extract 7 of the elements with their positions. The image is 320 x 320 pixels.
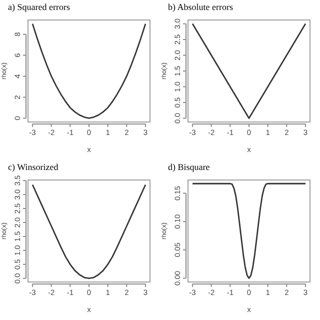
chart-title: b) Absolute errors (168, 2, 234, 12)
chart-title: d) Bisquare (168, 162, 210, 172)
chart-title: c) Winsorized (8, 162, 59, 172)
chart-title: a) Squared errors (8, 2, 70, 12)
line-series (32, 184, 146, 280)
line-series (32, 23, 146, 119)
line-series (192, 182, 306, 279)
